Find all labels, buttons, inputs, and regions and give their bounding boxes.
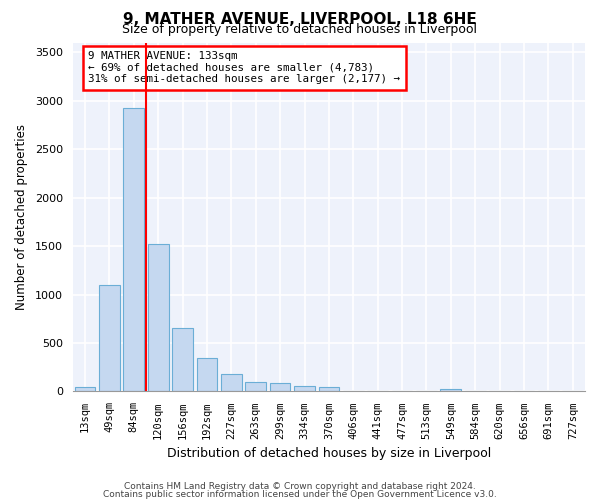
Bar xyxy=(197,358,217,392)
Bar xyxy=(270,383,290,392)
Bar xyxy=(294,386,315,392)
Bar xyxy=(440,388,461,392)
X-axis label: Distribution of detached houses by size in Liverpool: Distribution of detached houses by size … xyxy=(167,447,491,460)
Text: Size of property relative to detached houses in Liverpool: Size of property relative to detached ho… xyxy=(122,22,478,36)
Bar xyxy=(221,374,242,392)
Bar xyxy=(124,108,144,392)
Bar xyxy=(172,328,193,392)
Bar xyxy=(74,386,95,392)
Text: Contains public sector information licensed under the Open Government Licence v3: Contains public sector information licen… xyxy=(103,490,497,499)
Bar xyxy=(319,386,339,392)
Bar xyxy=(245,382,266,392)
Text: Contains HM Land Registry data © Crown copyright and database right 2024.: Contains HM Land Registry data © Crown c… xyxy=(124,482,476,491)
Bar xyxy=(148,244,169,392)
Text: 9, MATHER AVENUE, LIVERPOOL, L18 6HE: 9, MATHER AVENUE, LIVERPOOL, L18 6HE xyxy=(123,12,477,28)
Y-axis label: Number of detached properties: Number of detached properties xyxy=(15,124,28,310)
Bar xyxy=(99,285,120,392)
Text: 9 MATHER AVENUE: 133sqm
← 69% of detached houses are smaller (4,783)
31% of semi: 9 MATHER AVENUE: 133sqm ← 69% of detache… xyxy=(88,51,400,84)
